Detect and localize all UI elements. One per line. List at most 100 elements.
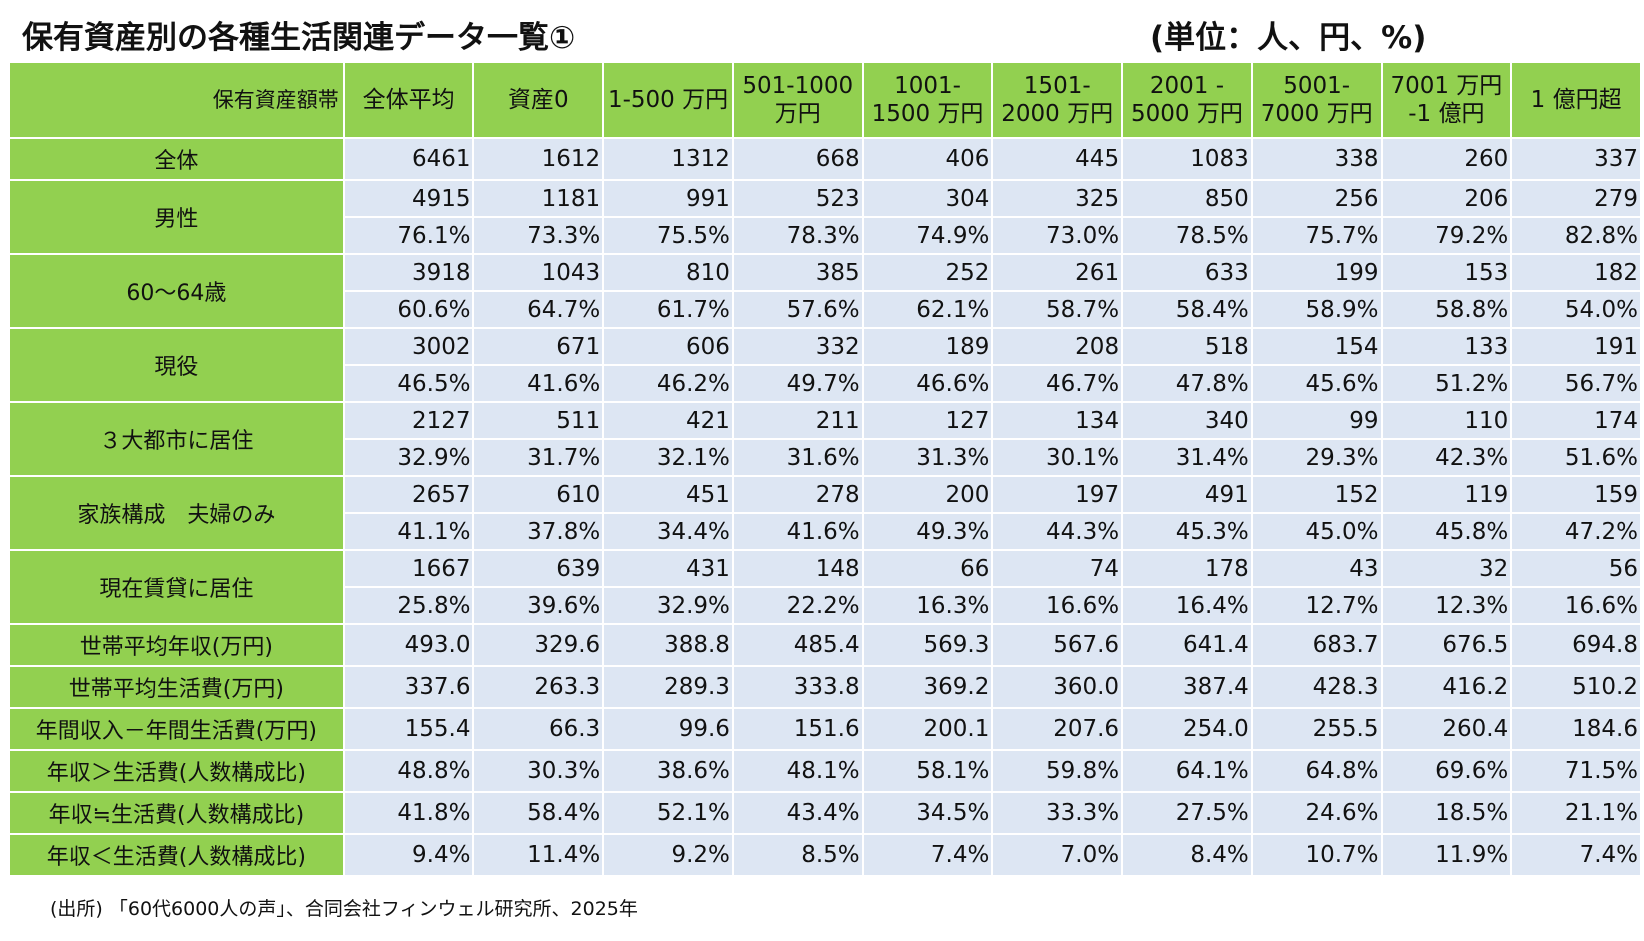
table-cell: 182	[1510, 253, 1642, 292]
table-row: 年間収入－年間生活費(万円) 155.4 66.3 99.6 151.6 200.1 207…	[8, 707, 1642, 751]
table-cell-percent: 74.9%	[861, 216, 994, 255]
table-cell: 58.1%	[861, 749, 994, 793]
table-cell: 340	[1121, 401, 1253, 440]
table-cell: 3918	[342, 253, 475, 292]
row-label: 現在賃貸に居住	[8, 549, 345, 625]
table-cell-percent: 51.6%	[1510, 438, 1642, 477]
table-cell: 74	[991, 549, 1124, 588]
column-header: 1-500 万円	[602, 61, 734, 139]
table-cell-percent: 58.8%	[1380, 290, 1513, 329]
table-cell: 337	[1510, 137, 1642, 181]
table-cell: 668	[731, 137, 864, 181]
row-label: 年間収入－年間生活費(万円)	[8, 707, 345, 751]
table-cell: 200.1	[861, 707, 994, 751]
table-cell: 633	[1121, 253, 1253, 292]
table-cell-percent: 62.1%	[861, 290, 994, 329]
table-row-percent: 60.6% 64.7% 61.7% 57.6% 62.1% 58.7% 58.4% 58.9%…	[9, 290, 1642, 329]
table-cell: 289.3	[602, 665, 734, 709]
column-header: 501-1000 万円	[731, 61, 864, 139]
unit-label: (単位：人、円、%)	[1150, 20, 1427, 56]
table-cell-percent: 58.7%	[991, 290, 1124, 329]
table-cell-percent: 32.1%	[602, 438, 734, 477]
table-cell: 567.6	[991, 623, 1124, 667]
table-cell-percent: 16.3%	[861, 586, 994, 625]
page-title: 保有資産別の各種生活関連データ一覧①	[22, 20, 576, 56]
table-cell: 134	[991, 401, 1124, 440]
row-label: 年収≒生活費(人数構成比)	[8, 791, 345, 835]
table-cell: 30.3%	[472, 749, 605, 793]
row-label: 年収＜生活費(人数構成比)	[8, 833, 345, 877]
asset-data-table: 保有資産額帯 全体平均 資産0 1-500 万円 501-1000 万円 100…	[8, 61, 1642, 877]
table-cell: 639	[472, 549, 605, 588]
table-cell-percent: 51.2%	[1380, 364, 1513, 403]
table-cell: 260.4	[1380, 707, 1513, 751]
table-cell: 518	[1121, 327, 1253, 366]
table-cell: 511	[472, 401, 605, 440]
row-label: 世帯平均年収(万円)	[8, 623, 345, 667]
table-cell-percent: 47.8%	[1121, 364, 1253, 403]
header-corner: 保有資産額帯	[8, 61, 345, 139]
column-header: 資産0	[472, 61, 605, 139]
table-row: 現在賃貸に居住 1667 639 431 148 66 74 178 43 32 56	[8, 549, 1642, 625]
table-cell: 523	[731, 179, 864, 218]
table-cell-percent: 54.0%	[1510, 290, 1642, 329]
table-cell: 254.0	[1121, 707, 1253, 751]
table-cell-percent: 49.3%	[861, 512, 994, 551]
table-cell: 4915	[342, 179, 475, 218]
table-cell: 261	[991, 253, 1124, 292]
table-cell: 252	[861, 253, 994, 292]
table-cell: 199	[1250, 253, 1383, 292]
table-cell: 66.3	[472, 707, 605, 751]
table-row: 男性 4915 1181 991 523 304 325 850 256 206 279	[8, 179, 1642, 255]
table-cell: 7.4%	[861, 833, 994, 877]
table-cell-percent: 76.1%	[342, 216, 475, 255]
table-cell: 21.1%	[1510, 791, 1642, 835]
table-cell-percent: 57.6%	[731, 290, 864, 329]
row-label: 家族構成 夫婦のみ	[8, 475, 345, 551]
table-cell: 671	[472, 327, 605, 366]
table-cell: 148	[731, 549, 864, 588]
table-cell-percent: 41.6%	[731, 512, 864, 551]
column-header: 7001 万円 -1 億円	[1380, 61, 1513, 139]
table-cell-percent: 46.6%	[861, 364, 994, 403]
table-cell: 333.8	[731, 665, 864, 709]
table-cell: 24.6%	[1250, 791, 1383, 835]
table-cell: 206	[1380, 179, 1513, 218]
table-cell: 207.6	[991, 707, 1124, 751]
table-cell-percent: 78.3%	[731, 216, 864, 255]
table-cell: 278	[731, 475, 864, 514]
table-cell: 8.5%	[731, 833, 864, 877]
row-label: 男性	[8, 179, 345, 255]
table-cell-percent: 34.4%	[602, 512, 734, 551]
table-cell: 850	[1121, 179, 1253, 218]
table-cell-percent: 73.3%	[472, 216, 605, 255]
table-cell: 189	[861, 327, 994, 366]
table-cell: 416.2	[1380, 665, 1513, 709]
table-cell-percent: 64.7%	[472, 290, 605, 329]
table-cell-percent: 16.6%	[991, 586, 1124, 625]
table-cell: 99	[1250, 401, 1383, 440]
table-cell-percent: 31.7%	[472, 438, 605, 477]
table-cell-percent: 30.1%	[991, 438, 1124, 477]
table-cell: 119	[1380, 475, 1513, 514]
table-row: 60～64歳 3918 1043 810 385 252 261 633 199 153 182	[8, 253, 1642, 329]
table-cell: 27.5%	[1121, 791, 1253, 835]
table-cell: 445	[991, 137, 1124, 181]
table-cell: 493.0	[342, 623, 475, 667]
table-cell: 48.1%	[731, 749, 864, 793]
table-cell-percent: 73.0%	[991, 216, 1124, 255]
column-header: 1001- 1500 万円	[861, 61, 994, 139]
table-cell: 43	[1250, 549, 1383, 588]
table-row: 年収＜生活費(人数構成比) 9.4% 11.4% 9.2% 8.5% 7.4% 7.0% 8.…	[8, 833, 1642, 877]
table-cell: 406	[861, 137, 994, 181]
column-header: 2001 - 5000 万円	[1121, 61, 1253, 139]
table-cell: 810	[602, 253, 734, 292]
table-cell-percent: 46.2%	[602, 364, 734, 403]
table-cell: 7.4%	[1510, 833, 1642, 877]
table-row: 世帯平均生活費(万円) 337.6 263.3 289.3 333.8 369.2 360.…	[8, 665, 1642, 709]
table-cell: 1043	[472, 253, 605, 292]
table-cell: 153	[1380, 253, 1513, 292]
table-cell-percent: 45.6%	[1250, 364, 1383, 403]
table-cell: 66	[861, 549, 994, 588]
table-cell: 43.4%	[731, 791, 864, 835]
